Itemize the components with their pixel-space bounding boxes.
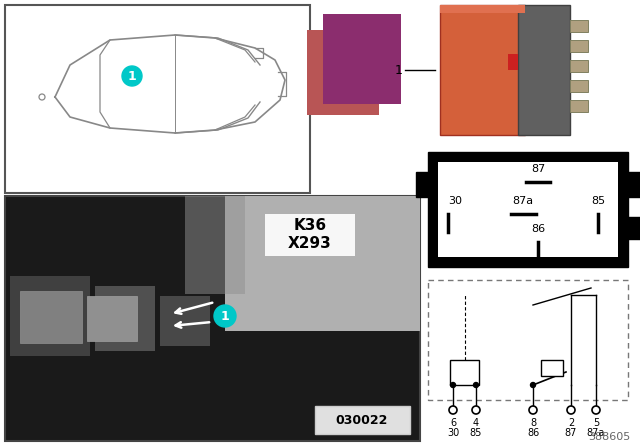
Bar — [265, 214, 355, 256]
Circle shape — [451, 383, 456, 388]
Text: 30: 30 — [448, 196, 462, 206]
Bar — [450, 360, 479, 385]
Bar — [518, 5, 570, 135]
Text: 4: 4 — [473, 418, 479, 428]
Bar — [20, 291, 82, 343]
Bar — [5, 5, 310, 193]
Text: 85: 85 — [591, 196, 605, 206]
Text: 87a: 87a — [513, 196, 534, 206]
Bar — [570, 100, 588, 112]
Bar — [508, 54, 518, 70]
Text: 86: 86 — [527, 428, 539, 438]
Circle shape — [529, 406, 537, 414]
Bar — [315, 406, 410, 434]
Text: 86: 86 — [531, 224, 545, 234]
Bar — [627, 172, 640, 197]
Bar — [570, 60, 588, 72]
Text: 87: 87 — [565, 428, 577, 438]
Bar — [225, 196, 420, 331]
Circle shape — [592, 406, 600, 414]
Bar — [570, 40, 588, 52]
Circle shape — [531, 383, 536, 388]
Bar — [570, 20, 588, 32]
Bar — [440, 5, 525, 13]
Text: 1: 1 — [221, 310, 229, 323]
Text: 388605: 388605 — [588, 432, 630, 442]
Text: 87: 87 — [531, 164, 545, 174]
Text: K36: K36 — [293, 217, 326, 233]
Circle shape — [472, 406, 480, 414]
Bar — [428, 152, 628, 267]
Text: 87a: 87a — [587, 428, 605, 438]
Text: 5: 5 — [593, 418, 599, 428]
Text: 2: 2 — [568, 418, 574, 428]
Circle shape — [214, 305, 236, 327]
Text: 1: 1 — [127, 69, 136, 82]
Bar — [307, 30, 379, 115]
Bar — [323, 14, 401, 104]
Bar — [570, 80, 588, 92]
Bar — [416, 172, 429, 197]
Bar — [185, 196, 245, 294]
Bar — [438, 162, 618, 257]
Bar — [541, 360, 563, 376]
Bar — [160, 296, 210, 346]
Bar — [87, 296, 137, 341]
Text: 1: 1 — [395, 64, 403, 77]
Text: 8: 8 — [530, 418, 536, 428]
Bar — [95, 286, 155, 351]
Text: 030022: 030022 — [336, 414, 388, 426]
Circle shape — [449, 406, 457, 414]
Circle shape — [474, 383, 479, 388]
Text: 6: 6 — [450, 418, 456, 428]
Bar — [428, 280, 628, 400]
Circle shape — [567, 406, 575, 414]
Bar — [5, 196, 420, 441]
Bar — [627, 217, 640, 239]
Text: 85: 85 — [470, 428, 482, 438]
Text: X293: X293 — [288, 236, 332, 250]
Bar — [440, 5, 525, 135]
Text: 30: 30 — [447, 428, 459, 438]
Bar — [10, 276, 90, 356]
Circle shape — [122, 66, 142, 86]
